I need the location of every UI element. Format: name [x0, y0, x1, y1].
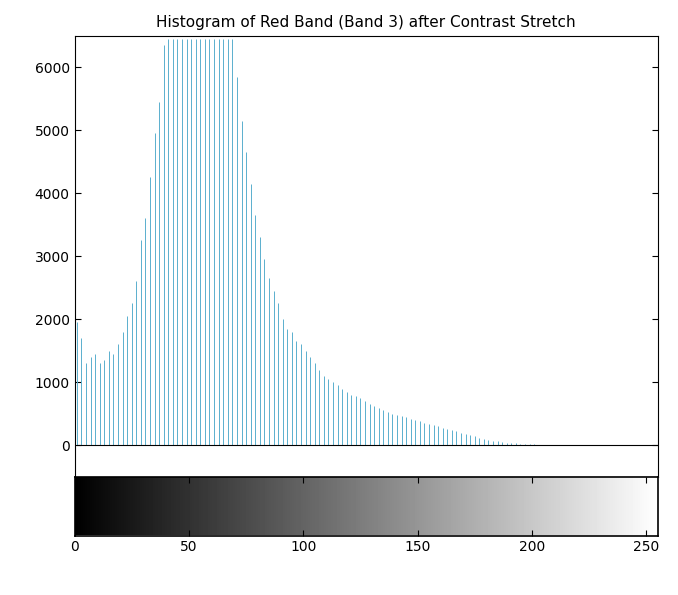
- Title: Histogram of Red Band (Band 3) after Contrast Stretch: Histogram of Red Band (Band 3) after Con…: [157, 15, 576, 30]
